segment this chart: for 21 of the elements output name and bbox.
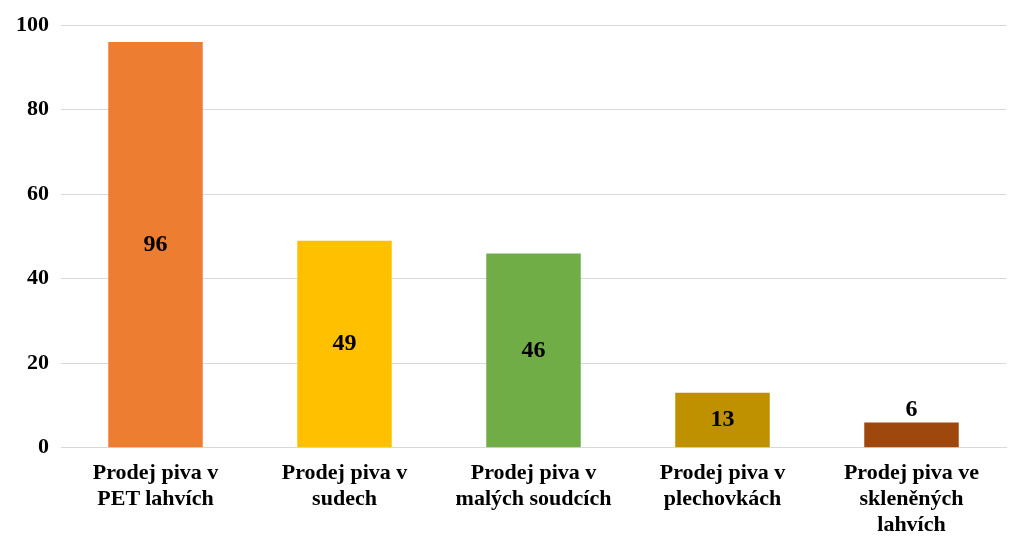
bar — [486, 253, 581, 448]
data-label: 6 — [905, 394, 918, 421]
bar — [864, 422, 959, 448]
y-tick-label: 40 — [27, 264, 49, 290]
x-tick-label: Prodej piva ve skleněných lahvích — [843, 458, 980, 537]
x-tick-label: Prodej piva v plechovkách — [659, 458, 786, 511]
bar — [675, 392, 770, 448]
y-tick-label: 60 — [27, 179, 49, 205]
x-tick-label: Prodej piva v PET lahvích — [92, 458, 219, 511]
data-label: 96 — [143, 229, 168, 256]
x-tick-label: Prodej piva v sudech — [281, 458, 408, 511]
x-tick-label: Prodej piva v malých soudcích — [455, 458, 612, 511]
data-label: 46 — [521, 335, 546, 362]
data-label: 49 — [332, 329, 357, 356]
y-tick-label: 80 — [27, 95, 49, 121]
y-tick-label: 100 — [16, 10, 49, 36]
bar — [297, 240, 392, 448]
y-tick-label: 20 — [27, 348, 49, 374]
bar — [108, 42, 203, 448]
data-label: 13 — [710, 405, 735, 432]
y-tick-label: 0 — [38, 433, 49, 459]
